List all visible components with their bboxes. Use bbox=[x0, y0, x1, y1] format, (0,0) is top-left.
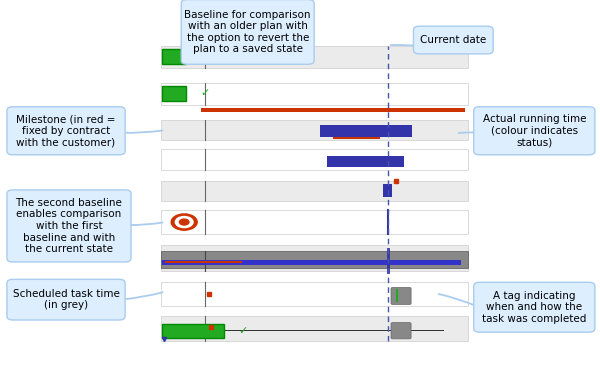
FancyBboxPatch shape bbox=[201, 108, 466, 112]
FancyBboxPatch shape bbox=[162, 260, 461, 265]
FancyBboxPatch shape bbox=[161, 149, 468, 170]
Text: Milestone (in red =
fixed by contract
with the customer): Milestone (in red = fixed by contract wi… bbox=[16, 114, 116, 147]
FancyBboxPatch shape bbox=[181, 0, 314, 64]
FancyBboxPatch shape bbox=[161, 83, 468, 105]
FancyBboxPatch shape bbox=[391, 288, 411, 305]
FancyBboxPatch shape bbox=[327, 156, 404, 167]
Text: ✓: ✓ bbox=[200, 52, 209, 62]
FancyBboxPatch shape bbox=[163, 86, 186, 101]
FancyBboxPatch shape bbox=[161, 46, 468, 68]
FancyBboxPatch shape bbox=[7, 107, 125, 155]
Text: Scheduled task time
(in grey): Scheduled task time (in grey) bbox=[13, 289, 119, 311]
Circle shape bbox=[179, 219, 189, 225]
Text: A tag indicating
when and how the
task was completed: A tag indicating when and how the task w… bbox=[482, 290, 586, 324]
Text: The second baseline
enables comparison
with the first
baseline and with
the curr: The second baseline enables comparison w… bbox=[16, 198, 122, 254]
FancyBboxPatch shape bbox=[474, 107, 595, 155]
FancyBboxPatch shape bbox=[391, 323, 411, 339]
FancyBboxPatch shape bbox=[383, 184, 392, 197]
FancyBboxPatch shape bbox=[163, 49, 186, 64]
FancyBboxPatch shape bbox=[161, 245, 468, 271]
FancyBboxPatch shape bbox=[161, 282, 468, 306]
FancyBboxPatch shape bbox=[163, 324, 224, 338]
Text: Baseline for comparison
with an older plan with
the option to revert the
plan to: Baseline for comparison with an older pl… bbox=[184, 10, 311, 54]
Text: ✓: ✓ bbox=[200, 88, 209, 98]
FancyBboxPatch shape bbox=[320, 125, 412, 137]
FancyBboxPatch shape bbox=[333, 137, 380, 139]
FancyBboxPatch shape bbox=[161, 316, 468, 341]
Text: Current date: Current date bbox=[420, 35, 487, 45]
Text: ✓: ✓ bbox=[239, 326, 248, 336]
FancyBboxPatch shape bbox=[474, 282, 595, 332]
FancyBboxPatch shape bbox=[7, 190, 131, 262]
Text: Actual running time
(colour indicates
status): Actual running time (colour indicates st… bbox=[482, 114, 586, 147]
FancyBboxPatch shape bbox=[161, 210, 468, 234]
FancyBboxPatch shape bbox=[413, 26, 493, 54]
FancyBboxPatch shape bbox=[7, 279, 125, 320]
FancyBboxPatch shape bbox=[161, 181, 468, 201]
Circle shape bbox=[175, 217, 193, 227]
FancyBboxPatch shape bbox=[165, 261, 242, 263]
FancyBboxPatch shape bbox=[205, 330, 444, 331]
FancyBboxPatch shape bbox=[161, 250, 468, 268]
FancyBboxPatch shape bbox=[161, 120, 468, 140]
Circle shape bbox=[171, 214, 197, 230]
